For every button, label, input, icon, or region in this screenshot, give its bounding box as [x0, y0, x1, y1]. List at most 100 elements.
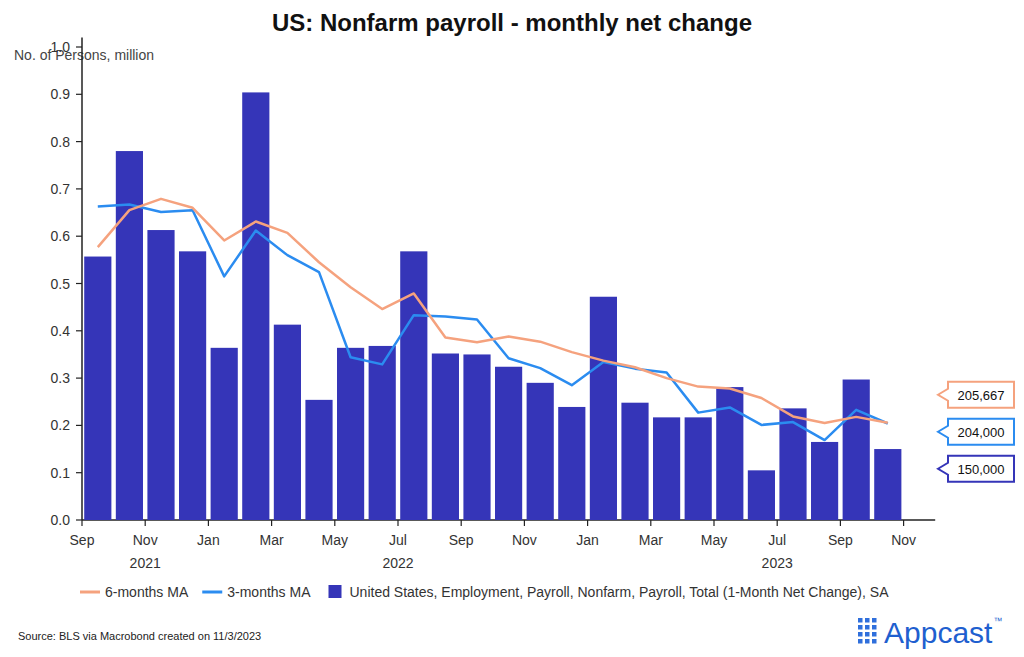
x-tick-label-line: Jan: [576, 532, 599, 548]
bar: [843, 380, 870, 520]
x-tick-label: Nov: [891, 532, 916, 548]
x-tick: [81, 520, 82, 526]
logo-dot: [872, 632, 877, 637]
end-label-box: [938, 419, 1014, 445]
x-tick-label-line: Mar: [639, 532, 663, 548]
x-tick: [271, 520, 272, 526]
y-tick-label: 0.0: [51, 512, 71, 528]
legend-label: 6-months MA: [105, 584, 189, 600]
legend-label: 3-months MA: [227, 584, 311, 600]
x-tick-label-line: Sep: [828, 532, 853, 548]
x-tick-label-line: Nov: [891, 532, 916, 548]
x-tick-label: Jul2023: [762, 532, 793, 571]
x-tick-label: Mar: [639, 532, 663, 548]
y-axis-line: [81, 38, 83, 520]
y-tick: [76, 283, 82, 284]
end-label-box: [938, 382, 1014, 408]
x-tick-label-line: 2023: [762, 555, 793, 571]
bar: [527, 383, 554, 520]
x-tick-label-line: Jul: [389, 532, 407, 548]
y-tick: [76, 378, 82, 379]
x-tick: [840, 520, 841, 526]
x-tick-label: Sep: [70, 532, 95, 548]
bar: [463, 354, 490, 520]
y-tick-label: 0.9: [51, 86, 71, 102]
legend-swatch: [202, 591, 222, 594]
bar: [779, 408, 806, 520]
logo-dot: [865, 632, 870, 637]
bar: [337, 348, 364, 520]
y-tick: [76, 425, 82, 426]
legend-swatch: [80, 591, 100, 594]
y-tick-label: 0.5: [51, 276, 71, 292]
x-tick-label: Jul 2022: [382, 532, 413, 571]
y-tick-label: 0.2: [51, 417, 71, 433]
logo-dot: [865, 639, 870, 644]
logo-dot: [858, 625, 863, 630]
x-tick: [208, 520, 209, 526]
bar: [590, 297, 617, 520]
x-tick-label: Sep: [449, 532, 474, 548]
logo-dot: [872, 618, 877, 623]
y-tick: [76, 141, 82, 142]
x-tick: [145, 520, 146, 526]
bar: [400, 251, 427, 520]
bar: [495, 367, 522, 520]
logo-dot: [872, 639, 877, 644]
chart: US: Nonfarm payroll - monthly net change…: [0, 0, 1024, 657]
bar: [147, 230, 174, 520]
x-tick-label-line: May: [322, 532, 348, 548]
x-tick-label-line: Sep: [70, 532, 95, 548]
x-tick-label: Jan: [197, 532, 220, 548]
brand: Appcast: [884, 616, 993, 649]
x-tick: [713, 520, 714, 526]
y-tick-label: 0.1: [51, 465, 71, 481]
x-tick: [587, 520, 588, 526]
logo-dot: [872, 625, 877, 630]
bar: [211, 348, 238, 520]
x-tick-label-line: May: [701, 532, 727, 548]
bar: [305, 400, 332, 520]
y-tick: [76, 94, 82, 95]
y-tick: [76, 330, 82, 331]
x-tick: [903, 520, 904, 526]
x-tick: [397, 520, 398, 526]
x-tick: [777, 520, 778, 526]
end-label: 205,667: [958, 388, 1005, 403]
legend-swatch: [329, 585, 342, 598]
legend-label: United States, Employment, Payroll, Nonf…: [350, 584, 890, 600]
x-tick: [461, 520, 462, 526]
x-tick-label-line: Nov: [512, 532, 537, 548]
x-tick-label-line: 2022: [382, 555, 413, 571]
title: US: Nonfarm payroll - monthly net change: [272, 9, 752, 36]
x-tick-label-line: Jan: [197, 532, 220, 548]
bar: [748, 470, 775, 520]
logo-dot: [865, 618, 870, 623]
line: [98, 199, 888, 423]
y-tick-label: 0.7: [51, 181, 71, 197]
x-tick-label: Nov2021: [130, 532, 161, 571]
y-tick-label: 0.8: [51, 134, 71, 150]
bar: [685, 417, 712, 520]
logo: [858, 618, 877, 644]
bar: [84, 257, 111, 520]
y-tick: [76, 236, 82, 237]
x-tick-label-line: Mar: [260, 532, 284, 548]
y-tick-label: 0.3: [51, 370, 71, 386]
logo-dot: [858, 639, 863, 644]
x-tick-label-line: Nov: [133, 532, 158, 548]
y-axis-title: No. of Persons, million: [14, 47, 154, 63]
end-label: 204,000: [958, 425, 1005, 440]
source: Source: BLS via Macrobond created on 11/…: [18, 630, 261, 642]
y-tick: [76, 46, 82, 47]
x-tick-label: Sep: [828, 532, 853, 548]
logo-dot: [858, 632, 863, 637]
y-tick-label: 0.6: [51, 228, 71, 244]
bar: [874, 449, 901, 520]
logo-dot: [858, 618, 863, 623]
y-tick-label: 0.4: [51, 323, 71, 339]
x-tick-label: Mar: [260, 532, 284, 548]
x-tick-label: May: [701, 532, 727, 548]
bar: [432, 354, 459, 520]
x-tick-label: Jan: [576, 532, 599, 548]
